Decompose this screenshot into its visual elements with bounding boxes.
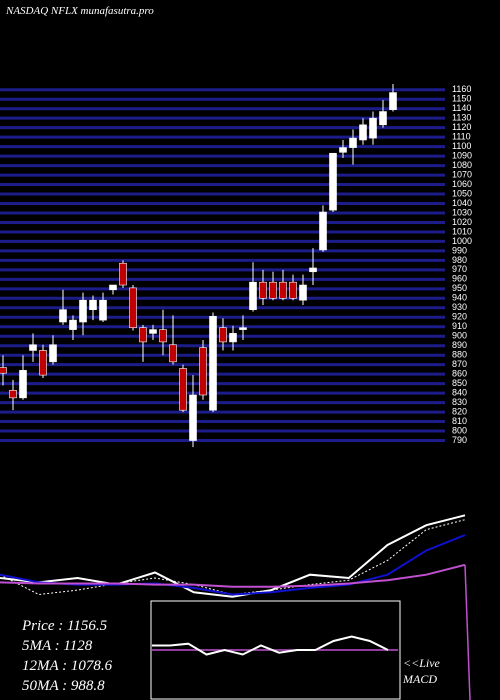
candle-body [39,350,47,376]
y-tick-label: 1060 [452,179,472,189]
candle-body [369,117,377,139]
candle-body [139,327,147,343]
candle-body [109,284,117,291]
y-tick-label: 840 [452,387,467,397]
y-tick-label: 1000 [452,236,472,246]
candle-body [389,92,397,110]
ma-line [0,563,466,588]
y-tick-label: 1110 [452,132,471,142]
y-tick-label: 1070 [452,169,472,179]
y-tick-label: 1150 [452,94,471,104]
info: Price : 1156.5 5MA : 1128 12MA : 1078.6 50M… [21,618,113,694]
candle-body [299,284,307,301]
candles [0,84,397,448]
macd-label: <<Live [403,656,441,670]
candle-body [179,368,187,411]
y-tick-label: 1050 [452,188,472,198]
candle-body [289,281,297,299]
candle-body [49,344,57,363]
candle-body [379,111,387,126]
y-tick-label: 1030 [452,207,472,217]
ma-line [0,514,466,598]
y-tick-label: 790 [452,435,467,445]
y-tick-label: 900 [452,331,467,341]
candle-body [239,327,247,330]
candle-body [319,211,327,251]
candle-body [259,281,267,299]
y-tick-label: 1090 [452,150,472,160]
y-tick-label: 1010 [452,226,472,236]
y-tick-label: 1020 [452,217,472,227]
info-line: 12MA : 1078.6 [22,658,113,674]
candle-body [0,367,7,374]
macd-line [152,635,389,656]
candle-body [199,347,207,396]
info-line: 5MA : 1128 [22,638,93,654]
y-tick-label: 970 [452,264,467,274]
candle-body [339,147,347,153]
candle-body [99,299,107,321]
y-tick-label: 950 [452,283,467,293]
y-tick-label: 940 [452,293,467,303]
y-tick-label: 1120 [452,122,471,132]
candle-body [149,329,157,334]
y-tick-label: 990 [452,245,467,255]
chart-title: NASDAQ NFLX munafasutra.pro [5,5,154,17]
candle-body [229,333,237,343]
macd-label: MACD [402,672,437,686]
y-tick-label: 930 [452,302,467,312]
macd-panel [152,635,398,656]
y-tick-label: 870 [452,359,467,369]
ma-panel [0,514,466,598]
candle-body [189,394,197,441]
candle-body [119,262,127,286]
y-tick-label: 880 [452,350,467,360]
candle-body [9,389,17,399]
y-tick-label: 1040 [452,198,472,208]
ma-drop-line [464,564,471,700]
candle-body [359,124,367,141]
candle-body [29,344,37,351]
info-line: Price : 1156.5 [21,618,108,634]
candle-body [219,327,227,343]
y-tick-label: 860 [452,369,467,379]
y-tick-label: 890 [452,340,467,350]
candle-body [249,281,257,310]
candle-body [159,329,167,343]
candle-body [209,316,217,411]
candle-body [69,319,77,330]
candle-body [169,344,177,363]
y-tick-label: 820 [452,406,467,416]
candle-body [79,299,87,323]
y-tick-label: 1130 [452,113,471,123]
y-tick-label: 800 [452,425,467,435]
y-tick-label: 960 [452,274,467,284]
candle-body [19,370,27,399]
y-tick-label: 1080 [452,160,472,170]
y-tick-label: 850 [452,378,467,388]
candle-body [89,299,97,310]
candle-body [279,281,287,299]
candle-body [349,137,357,148]
candle-body [59,309,67,323]
y-tick-label: 1140 [452,103,471,113]
info-line: 50MA : 988.8 [22,678,105,694]
y-tick-label: 980 [452,255,467,265]
candle-body [129,287,137,329]
y-tick-label: 810 [452,416,467,426]
y-tick-label: 1160 [452,84,471,94]
ma-line [0,534,466,596]
y-tick-label: 910 [452,321,467,331]
y-tick-label: 1100 [452,141,471,151]
candle-body [309,267,317,273]
candle-body [329,152,337,211]
y-tick-label: 920 [452,312,467,322]
y-tick-label: 830 [452,397,467,407]
candle-body [269,281,277,299]
